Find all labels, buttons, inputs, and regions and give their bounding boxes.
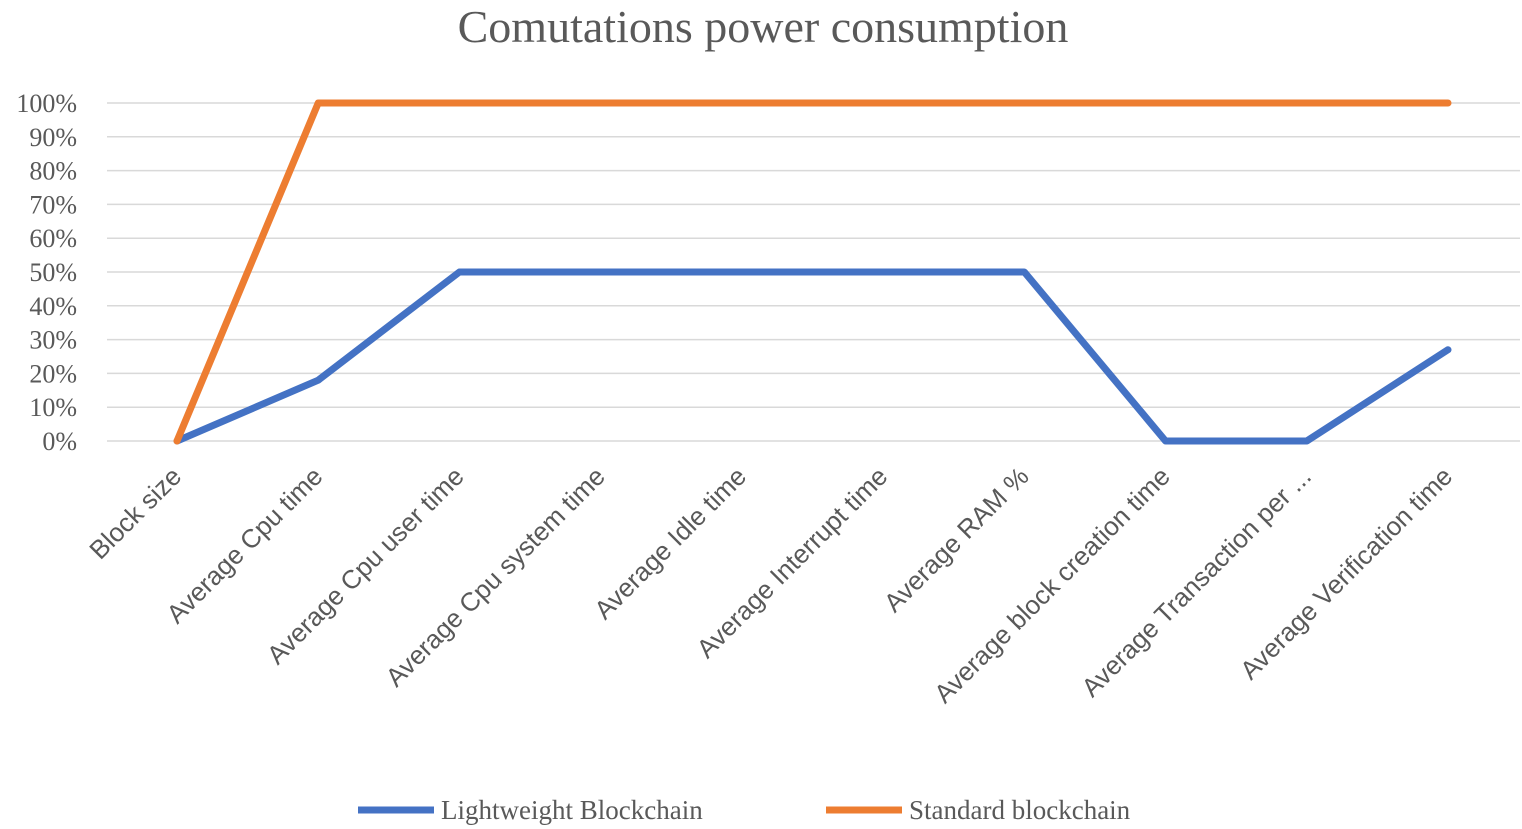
legend-label-standard: Standard blockchain (909, 795, 1131, 825)
x-tick-label: Average RAM % (878, 461, 1035, 618)
y-tick-label: 50% (29, 258, 77, 287)
y-tick-label: 100% (16, 89, 77, 118)
y-tick-label: 40% (29, 292, 77, 321)
y-tick-label: 70% (29, 190, 77, 219)
y-tick-label: 10% (29, 393, 77, 422)
x-tick-label: Block size (83, 461, 187, 565)
series-line-standard (173, 99, 1452, 445)
y-tick-label: 0% (42, 427, 77, 456)
legend: Lightweight Blockchain Standard blockcha… (358, 795, 1131, 825)
y-tick-label: 20% (29, 359, 77, 388)
x-tick-label: Average block creation time (928, 461, 1176, 709)
series-line-lightweight (173, 268, 1452, 445)
y-tick-label: 30% (29, 326, 77, 355)
x-tick-label: Average Cpu time (160, 461, 328, 629)
x-tick-label: Average Idle time (588, 461, 752, 625)
chart-title: Comutations power consumption (458, 1, 1069, 52)
series-lines (173, 99, 1452, 445)
legend-label-lightweight: Lightweight Blockchain (441, 795, 703, 825)
y-tick-label: 60% (29, 224, 77, 253)
y-tick-label: 90% (29, 123, 77, 152)
x-tick-label: Average Transaction per ... (1075, 461, 1317, 703)
y-axis-ticks: 0% 10% 20% 30% 40% 50% 60% 70% 80% 90% 100% (16, 89, 77, 456)
y-tick-label: 80% (29, 157, 77, 186)
